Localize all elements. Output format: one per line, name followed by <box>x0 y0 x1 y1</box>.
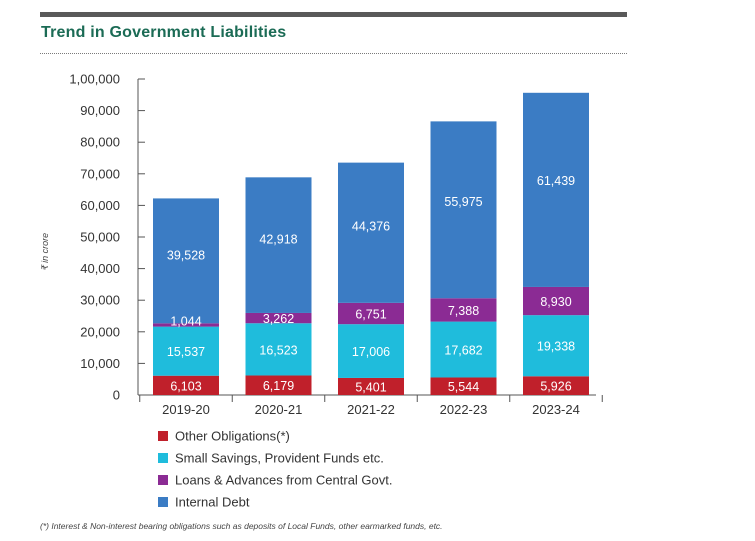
y-tick-label: 70,000 <box>80 166 120 181</box>
bar-segment-loans <box>245 312 312 324</box>
bar-segment-small_savings <box>153 326 219 376</box>
legend-label-internal_debt: Internal Debt <box>175 495 250 510</box>
bar-segment-internal_debt <box>338 162 404 303</box>
data-label-other: 6,103 <box>170 379 201 393</box>
data-label-other: 6,179 <box>263 379 294 393</box>
legend-swatch-internal_debt <box>158 497 168 507</box>
data-label-other: 5,401 <box>355 380 386 394</box>
legend-label-other: Other Obligations(*) <box>175 429 290 444</box>
y-tick-label: 80,000 <box>80 135 120 150</box>
x-tick-label: 2023-24 <box>532 402 580 417</box>
y-axis-label: ₹ in crore <box>40 233 50 271</box>
data-label-small_savings: 16,523 <box>259 343 297 357</box>
y-tick-label: 10,000 <box>80 356 120 371</box>
legend-label-small_savings: Small Savings, Provident Funds etc. <box>175 451 384 466</box>
data-label-internal_debt: 39,528 <box>167 249 205 263</box>
legend-swatch-other <box>158 431 168 441</box>
data-label-internal_debt: 61,439 <box>537 174 575 188</box>
data-label-other: 5,926 <box>540 380 571 394</box>
bar-segment-internal_debt <box>245 177 312 313</box>
data-label-loans: 6,751 <box>355 308 386 322</box>
y-tick-label: 1,00,000 <box>69 72 120 87</box>
footnote: (*) Interest & Non-interest bearing obli… <box>40 521 443 531</box>
data-label-loans: 3,262 <box>263 312 294 326</box>
data-label-loans: 8,930 <box>540 295 571 309</box>
data-label-small_savings: 17,006 <box>352 345 390 359</box>
bar-segment-small_savings <box>338 324 404 378</box>
bar-segment-small_savings <box>245 323 312 376</box>
bar-segment-other <box>338 377 404 395</box>
bar-segment-other <box>523 376 589 395</box>
data-label-small_savings: 17,682 <box>444 344 482 358</box>
x-tick-label: 2022-23 <box>440 402 488 417</box>
x-tick-label: 2019-20 <box>162 402 210 417</box>
y-tick-label: 50,000 <box>80 230 120 245</box>
bar-segment-other <box>430 377 497 395</box>
dotted-divider <box>40 53 627 54</box>
y-tick-label: 40,000 <box>80 261 120 276</box>
x-tick-label: 2021-22 <box>347 402 395 417</box>
data-label-other: 5,544 <box>448 380 479 394</box>
bar-segment-other <box>245 375 312 395</box>
data-label-small_savings: 15,537 <box>167 345 205 359</box>
bar-segment-loans <box>153 323 219 327</box>
data-label-internal_debt: 44,376 <box>352 220 390 234</box>
y-tick-label: 30,000 <box>80 293 120 308</box>
chart-title: Trend in Government Liabilities <box>41 24 287 41</box>
bar-segment-loans <box>523 286 589 316</box>
bar-segment-loans <box>338 302 404 325</box>
legend-label-loans: Loans & Advances from Central Govt. <box>175 473 393 488</box>
data-label-loans: 1,044 <box>170 315 201 329</box>
bar-segment-internal_debt <box>523 92 589 287</box>
bar-segment-internal_debt <box>153 198 219 324</box>
data-label-small_savings: 19,338 <box>537 340 575 354</box>
data-label-internal_debt: 55,975 <box>444 195 482 209</box>
data-label-internal_debt: 42,918 <box>259 232 297 246</box>
y-tick-label: 60,000 <box>80 198 120 213</box>
bar-segment-internal_debt <box>430 121 497 299</box>
legend-swatch-loans <box>158 475 168 485</box>
x-tick-label: 2020-21 <box>255 402 303 417</box>
y-tick-label: 20,000 <box>80 324 120 339</box>
top-rule <box>40 12 627 17</box>
bar-segment-small_savings <box>523 315 589 377</box>
bar-segment-small_savings <box>430 321 497 378</box>
bar-segment-loans <box>430 298 497 322</box>
bar-segment-other <box>153 375 219 395</box>
data-label-loans: 7,388 <box>448 304 479 318</box>
y-tick-label: 0 <box>113 388 120 403</box>
y-tick-label: 90,000 <box>80 103 120 118</box>
legend-swatch-small_savings <box>158 453 168 463</box>
